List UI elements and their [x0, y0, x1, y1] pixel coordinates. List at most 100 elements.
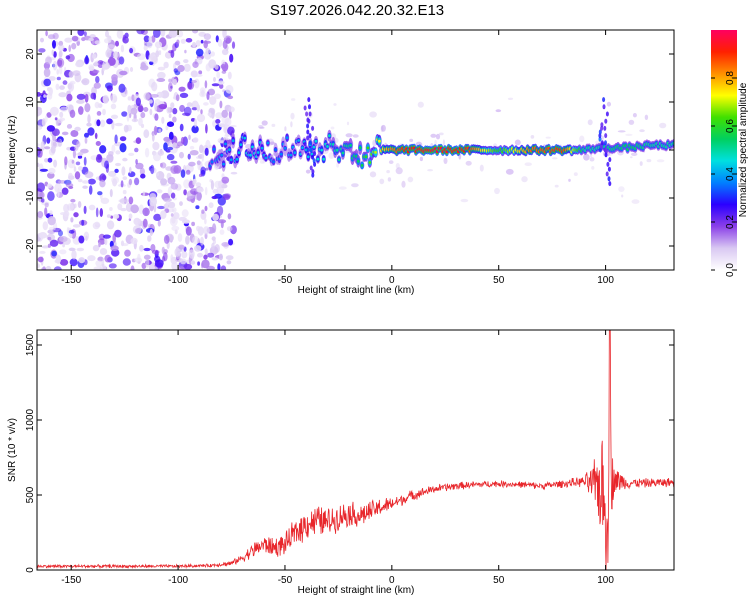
noise-blob [123, 124, 129, 133]
noise-blob [88, 204, 96, 211]
signal-band-mark [320, 148, 324, 152]
noise-blob [149, 108, 153, 116]
noise-blob [121, 243, 129, 247]
noise-blob [170, 192, 176, 199]
noise-blob [100, 197, 110, 204]
noise-blob [160, 210, 167, 220]
noise-blob [184, 49, 187, 54]
signal-band-mark [260, 146, 264, 150]
noise-blob [656, 159, 665, 163]
noise-blob [174, 70, 181, 76]
noise-blob [42, 266, 46, 270]
noise-blob [93, 82, 101, 89]
noise-blob [84, 93, 89, 103]
noise-blob [255, 140, 259, 143]
signal-band-mark [239, 143, 243, 147]
noise-blob [66, 124, 73, 129]
signal-band-mark [316, 157, 320, 161]
signal-band-mark [605, 111, 609, 117]
signal-band-mark [235, 158, 239, 161]
noise-blob [659, 122, 667, 129]
noise-blob [401, 180, 406, 188]
noise-blob [507, 97, 514, 101]
signal-band-mark [312, 145, 316, 149]
noise-blob [155, 172, 159, 177]
noise-blob [122, 176, 128, 181]
noise-blob [110, 245, 119, 251]
noise-blob [121, 166, 126, 176]
noise-blob [69, 109, 76, 119]
signal-band-mark [335, 148, 339, 152]
noise-blob [176, 39, 180, 45]
noise-blob [38, 232, 48, 239]
noise-blob [156, 189, 163, 194]
noise-blob [119, 70, 128, 76]
noise-blob [204, 167, 209, 171]
noise-blob [180, 258, 187, 265]
noise-blob [37, 92, 41, 97]
noise-blob [67, 83, 73, 90]
noise-blob [154, 41, 163, 49]
noise-blob [94, 40, 101, 45]
noise-blob [130, 265, 135, 270]
noise-blob [168, 82, 173, 92]
noise-blob [208, 202, 214, 209]
noise-blob [207, 252, 215, 258]
noise-blob [143, 45, 148, 51]
colorbar-tick-label: 0.2 [725, 215, 736, 229]
noise-blob [50, 106, 59, 116]
signal-band-mark [264, 156, 268, 160]
signal-band-mark [243, 136, 247, 140]
noise-blob [43, 78, 51, 87]
noise-blob [230, 125, 237, 128]
noise-blob [200, 109, 203, 115]
x-tick-label: -150 [61, 275, 81, 286]
noise-blob [76, 40, 80, 46]
noise-blob [82, 180, 89, 184]
noise-blob [44, 115, 48, 123]
noise-blob [55, 138, 61, 143]
noise-blob [166, 106, 171, 114]
noise-blob [130, 107, 138, 115]
signal-band-mark [256, 151, 260, 154]
noise-blob [63, 210, 70, 218]
noise-blob [172, 107, 178, 115]
noise-blob [59, 249, 67, 255]
noise-blob [135, 228, 142, 234]
noise-blob [138, 105, 144, 113]
noise-blob [333, 103, 337, 106]
noise-blob [305, 169, 311, 174]
noise-blob [110, 93, 118, 104]
noise-blob [191, 221, 196, 227]
noise-blob [183, 263, 193, 270]
noise-blob [84, 56, 90, 65]
y-tick-label: 0 [25, 567, 36, 573]
noise-blob [628, 119, 635, 125]
noise-blob [227, 95, 234, 100]
noise-blob [220, 64, 227, 69]
noise-blob [155, 50, 160, 58]
noise-blob [133, 217, 141, 226]
noise-blob [139, 244, 144, 252]
noise-blob [115, 150, 121, 155]
noise-blob [120, 207, 127, 212]
noise-blob [78, 257, 85, 264]
colorbar-tick-label: 0.4 [725, 167, 736, 181]
noise-blob [166, 121, 175, 127]
noise-blob [185, 226, 192, 236]
noise-blob [63, 203, 70, 213]
noise-blob [37, 125, 43, 130]
signal-band-mark [231, 139, 235, 143]
noise-blob [632, 113, 637, 118]
noise-blob [200, 39, 204, 44]
noise-blob [198, 173, 203, 178]
noise-blob [55, 254, 61, 264]
noise-blob [98, 175, 102, 182]
noise-blob [153, 213, 162, 221]
noise-blob [168, 113, 172, 118]
noise-blob [217, 219, 227, 224]
noise-blob [163, 142, 168, 151]
noise-blob [212, 213, 220, 221]
noise-blob [48, 167, 56, 175]
noise-blob [163, 234, 170, 244]
